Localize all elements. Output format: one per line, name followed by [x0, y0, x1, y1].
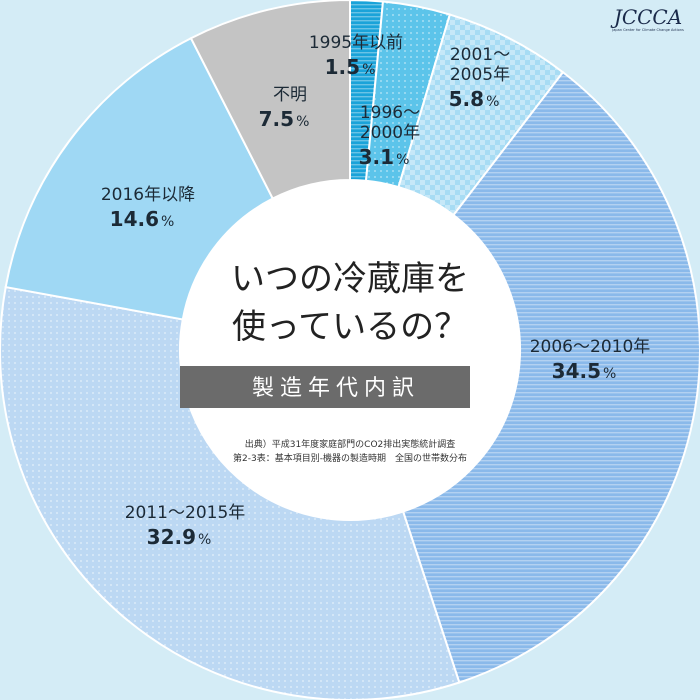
- slice-0-name-line-0: 1995年以前: [309, 33, 403, 53]
- slice-0-value-label: 1.5%: [325, 55, 376, 79]
- slice-1-texture: [366, 1, 450, 188]
- slice-1-name-line-1: 2000年: [360, 123, 420, 143]
- donut-hole: [180, 180, 520, 520]
- slice-5-name-line-0: 2016年以降: [101, 185, 195, 205]
- slice-6-value-label: 7.5%: [259, 107, 310, 131]
- source-line-1: 出典）平成31年度家庭部門のCO2排出実態統計調査: [245, 438, 456, 450]
- slice-2-texture: [398, 14, 563, 216]
- slice-1-name-line-0: 1996〜: [360, 103, 420, 123]
- chart-title-line-2: 使っているの？: [232, 307, 468, 347]
- slice-2-name-line-0: 2001〜: [450, 45, 510, 65]
- subtitle-banner: [180, 366, 470, 408]
- slice-3-value-label: 34.5%: [552, 359, 617, 383]
- chart-subtitle: 製造年代内訳: [252, 376, 420, 401]
- slice-4-texture: [0, 287, 460, 700]
- slice-5-value-label: 14.6%: [110, 207, 175, 231]
- slice-3-name-line-0: 2006〜2010年: [530, 337, 651, 357]
- slice-3-texture: [403, 72, 700, 683]
- slice-4-name-line-0: 2011〜2015年: [125, 503, 246, 523]
- slice-1-value-label: 3.1%: [359, 145, 410, 169]
- logo-subtext: Japan Center for Climate Change Actions: [611, 28, 684, 32]
- slice-6-name-line-0: 不明: [273, 85, 307, 105]
- slice-4-value-label: 32.9%: [147, 525, 212, 549]
- source-line-2: 第2-3表：基本項目別-機器の製造時期 全国の世帯数分布: [233, 452, 467, 464]
- slice-2-value-label: 5.8%: [449, 87, 500, 111]
- slice-2-name-line-1: 2005年: [450, 65, 510, 85]
- chart-title-line-1: いつの冷蔵庫を: [231, 259, 469, 299]
- logo-text: JCCCA: [610, 5, 682, 29]
- slice-0-texture: [350, 0, 383, 181]
- jccca-logo: JCCCA Japan Center for Climate Change Ac…: [610, 5, 684, 32]
